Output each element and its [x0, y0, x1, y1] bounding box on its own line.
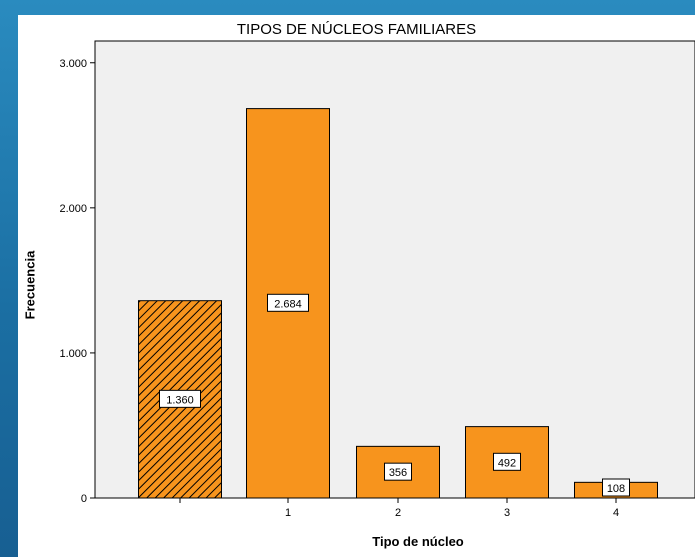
y-tick-label: 1.000 — [59, 348, 87, 360]
chart-title: TIPOS DE NÚCLEOS FAMILIARES — [236, 21, 477, 38]
data-label: 356 — [389, 467, 407, 479]
x-tick-label: 4 — [613, 507, 619, 519]
data-label-box — [267, 293, 309, 312]
data-label-box — [384, 462, 412, 481]
data-label: 2.684 — [274, 298, 302, 310]
x-axis-label: Tipo de núcleo — [372, 534, 464, 549]
data-label-box — [159, 389, 201, 408]
data-label-box — [602, 478, 630, 497]
y-tick-label: 2.000 — [59, 203, 87, 215]
y-tick-label: 0 — [81, 493, 87, 505]
y-tick-label: 3.000 — [59, 58, 87, 70]
data-label: 492 — [498, 457, 516, 469]
x-tick-label: 3 — [504, 507, 510, 519]
data-label: 1.360 — [166, 394, 194, 406]
x-tick-label: 2 — [395, 507, 401, 519]
bar-chart: 0 1.000 2.000 3.000 1.360 1 2.684 2 356 3 492 4 108 — [59, 40, 695, 519]
data-label: 108 — [607, 483, 625, 495]
x-tick-label: 1 — [285, 507, 291, 519]
chart-panel: TIPOS DE NÚCLEOS FAMILIARES Frecuencia T… — [18, 15, 695, 557]
data-label-box — [493, 452, 521, 471]
